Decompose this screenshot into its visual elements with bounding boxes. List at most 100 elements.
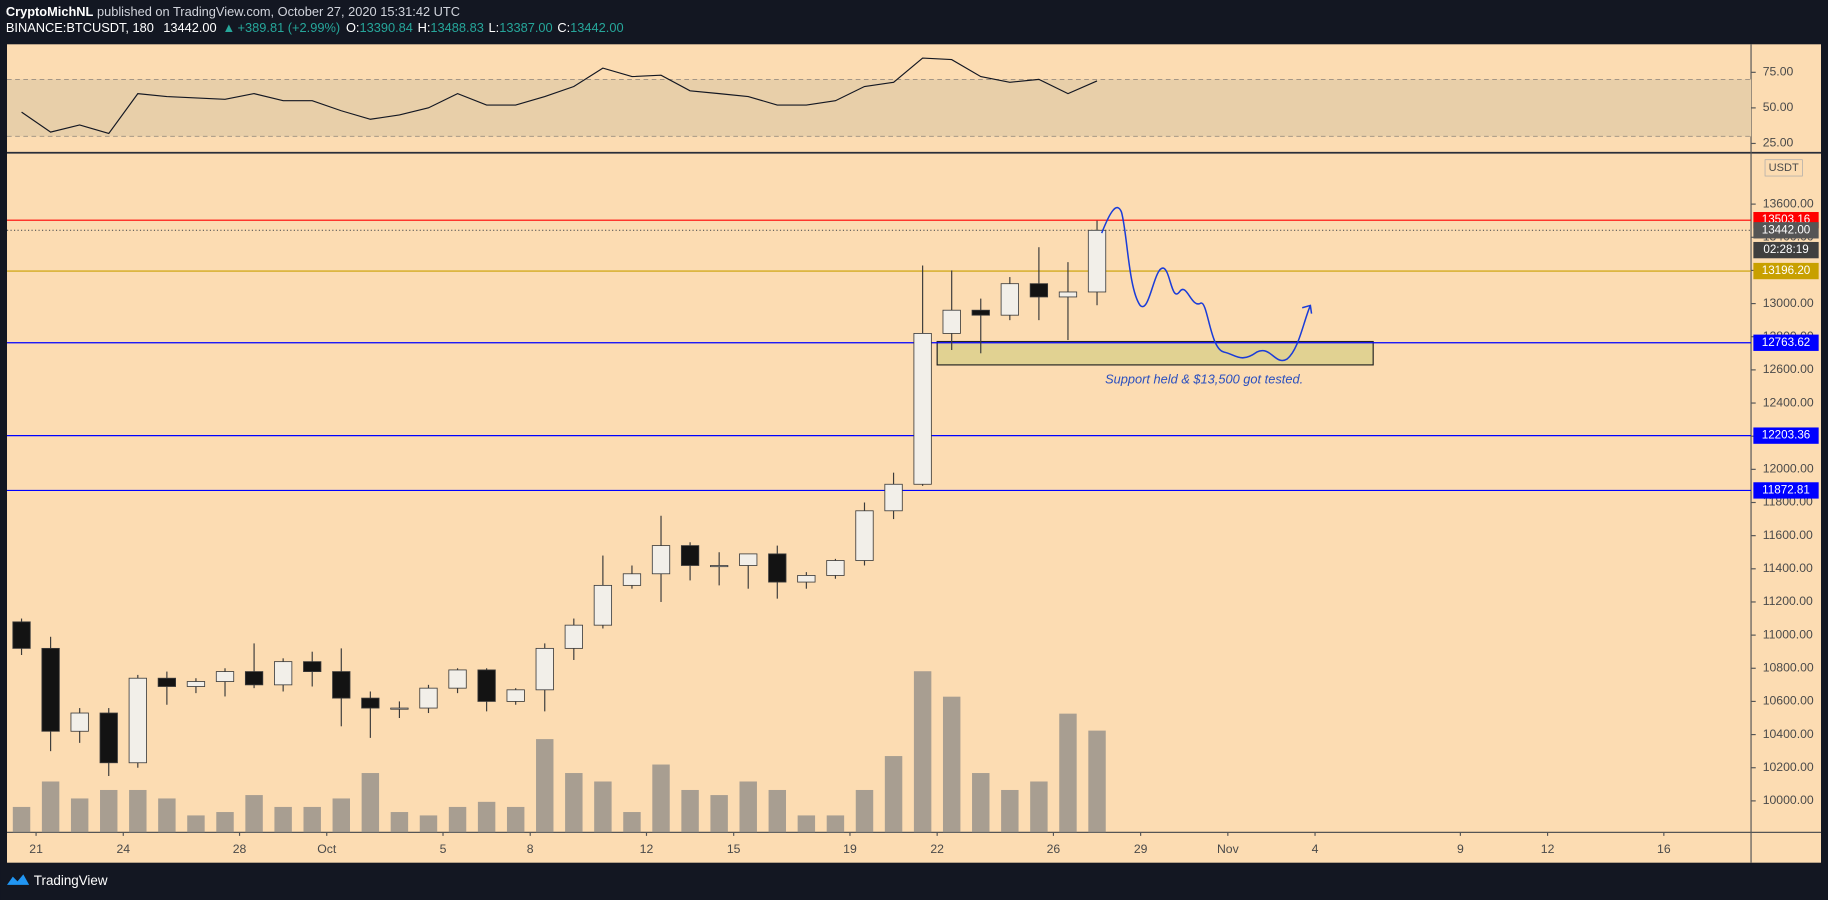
candle-body	[419, 687, 438, 709]
candle-body	[651, 545, 671, 575]
candle-body	[884, 483, 903, 512]
level-label: 13196.20	[1762, 264, 1811, 277]
x-tick-label: 22	[930, 842, 944, 856]
c-label: C:	[557, 21, 570, 36]
volume-bar	[158, 798, 176, 833]
candle-body	[332, 671, 351, 699]
candle-body	[1058, 291, 1078, 298]
y-tick-label: 12000.00	[1763, 462, 1814, 476]
y-tick-label: 10400.00	[1763, 727, 1814, 741]
volume-bar	[274, 806, 292, 833]
countdown-box	[1753, 241, 1819, 259]
volume-bar	[419, 815, 438, 833]
x-tick-label: 29	[1134, 842, 1148, 856]
currency-label: USDT	[1769, 162, 1799, 174]
countdown-label: 02:28:19	[1763, 243, 1808, 256]
y-tick-label: 10200.00	[1763, 760, 1814, 774]
x-tick-label: 5	[440, 842, 447, 856]
change: +389.81 (+2.99%)	[238, 21, 341, 36]
volume-bar	[594, 781, 612, 833]
candle-body	[739, 553, 758, 566]
candle-body	[390, 707, 409, 710]
candle-body	[768, 553, 787, 583]
volume-bar	[129, 789, 147, 833]
last-price-label: 13442.00	[1762, 223, 1811, 236]
volume-bar	[100, 789, 118, 833]
h-label: H:	[418, 21, 431, 36]
volume-bar	[536, 739, 554, 833]
rsi-line	[21, 57, 1098, 135]
volume-bar	[1001, 789, 1019, 833]
brand-name: TradingView	[34, 873, 108, 888]
level-label-box	[1753, 482, 1819, 499]
x-tick-label: 12	[1541, 842, 1555, 856]
y-tick-label: 10000.00	[1763, 793, 1814, 807]
volume-bar	[768, 789, 787, 833]
volume-bar	[884, 756, 903, 833]
candle-body	[913, 333, 932, 485]
currency-box	[1764, 159, 1803, 177]
volume-bar	[972, 773, 990, 833]
level-label-box	[1753, 427, 1819, 444]
candle-body	[564, 624, 583, 649]
candle-body	[215, 671, 235, 682]
o-value: 13390.84	[359, 21, 412, 36]
candle-body	[680, 545, 700, 566]
h-value: 13488.83	[430, 21, 483, 36]
candle-body	[855, 510, 874, 561]
candle-body	[506, 689, 525, 702]
x-tick-label: 19	[843, 842, 857, 856]
volume-bar	[623, 812, 641, 833]
y-tick-label: 11000.00	[1763, 627, 1813, 641]
volume-bar	[942, 696, 961, 833]
candle-body	[593, 584, 613, 626]
volume-bar	[245, 795, 263, 833]
level-label-box	[1753, 262, 1819, 280]
rsi-tick-label: 75.00	[1763, 65, 1794, 79]
symbol-line: BINANCE:BTCUSDT, 180 13442.00 ▲ +389.81 (+2…	[6, 21, 624, 36]
published: published on TradingView.com, October 27…	[97, 4, 460, 19]
change-arrow: ▲	[223, 21, 236, 36]
candle-body	[535, 647, 554, 691]
volume-bar	[70, 798, 89, 833]
c-value: 13442.00	[570, 21, 623, 36]
level-label: 12203.36	[1762, 429, 1811, 442]
volume-bar	[797, 815, 816, 833]
volume-bar	[187, 815, 205, 833]
volume-bar	[681, 789, 699, 833]
y-tick-label: 13000.00	[1763, 296, 1814, 310]
volume-bar	[216, 812, 234, 833]
author: CryptoMichNL	[6, 4, 94, 19]
candle-body	[303, 661, 322, 672]
candle-body	[971, 309, 990, 316]
candle-body	[70, 712, 89, 732]
volume-bar	[739, 781, 757, 833]
x-tick-label: 28	[233, 842, 247, 856]
candle-body	[710, 565, 729, 568]
x-tick-label: 21	[29, 842, 43, 856]
volume-bar	[652, 764, 670, 833]
last-price-box	[1753, 222, 1819, 239]
brand-icon	[7, 874, 30, 885]
x-tick-label: 24	[116, 842, 130, 856]
price: 13442.00	[163, 21, 216, 36]
candle-body	[797, 575, 816, 583]
x-tick-label: 15	[727, 842, 741, 856]
header-line: CryptoMichNL published on TradingView.co…	[6, 4, 460, 19]
candle-body	[622, 573, 642, 586]
brand: TradingView	[7, 873, 108, 888]
x-tick-label: 16	[1657, 842, 1671, 856]
volume-bar	[448, 806, 467, 833]
volume-bar	[506, 806, 525, 833]
volume-bar	[1030, 781, 1048, 833]
volume-bar	[390, 812, 409, 833]
x-tick-label: 9	[1457, 842, 1464, 856]
x-tick-label: 4	[1312, 842, 1319, 856]
candle-body	[12, 621, 31, 649]
support-box	[936, 340, 1374, 366]
level-label: 11872.81	[1762, 484, 1810, 497]
rsi-tick-label: 25.00	[1763, 136, 1794, 150]
volume-bar	[12, 806, 31, 833]
support-note: Support held & $13,500 got tested.	[1105, 371, 1303, 386]
